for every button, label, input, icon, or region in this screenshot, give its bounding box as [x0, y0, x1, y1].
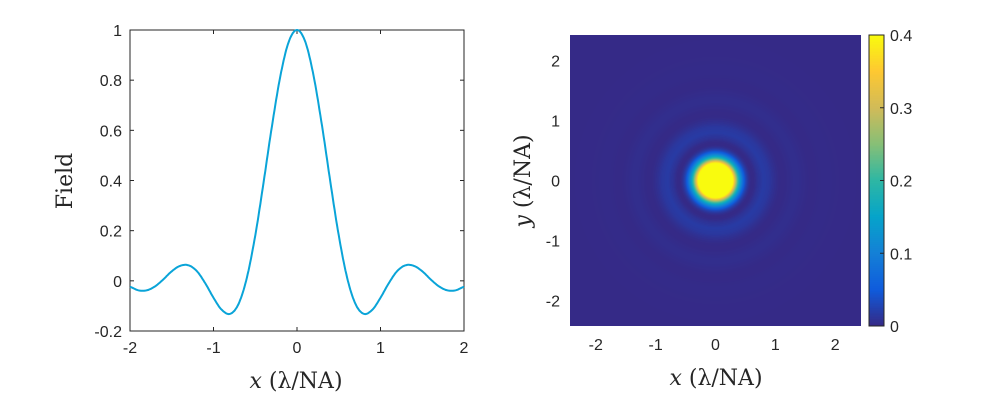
- y-axis-label: y (λ/NA): [511, 134, 536, 228]
- x-axis-label: x (λ/NA): [669, 366, 762, 391]
- colorbar-tick-label: 0.2: [890, 174, 912, 191]
- x-tick-label: -2: [589, 337, 603, 354]
- x-axis-label: x (λ/NA): [249, 369, 342, 394]
- x-tick-label: 1: [376, 340, 385, 357]
- y-tick-label: 2: [551, 54, 560, 71]
- plot-area: [129, 29, 465, 332]
- x-tick-label: 2: [460, 340, 469, 357]
- y-tick-label: 0.2: [100, 224, 122, 241]
- colorbar-tick-label: 0: [890, 319, 899, 336]
- y-tick-label: 1: [551, 114, 560, 131]
- y-tick-label: 0.4: [100, 174, 122, 191]
- y-axis-label: Field: [53, 153, 78, 209]
- field-series-line: [129, 28, 465, 316]
- x-tick-label: -2: [123, 340, 137, 357]
- y-tick-label: -1: [546, 233, 560, 250]
- intensity-heatmap: [570, 35, 861, 326]
- colorbar: [869, 35, 884, 326]
- y-tick-label: 0.8: [100, 73, 122, 90]
- x-tick-label: 0: [293, 340, 302, 357]
- y-tick-label: 0: [551, 174, 560, 191]
- colorbar-tick-label: 0.1: [890, 246, 912, 263]
- x-tick-label: -1: [206, 340, 220, 357]
- x-tick-label: 1: [771, 337, 780, 354]
- x-tick-label: 2: [831, 337, 840, 354]
- colorbar-tick-label: 0.3: [890, 101, 912, 118]
- x-tick-label: 0: [711, 337, 720, 354]
- y-tick-label: -0.2: [94, 324, 122, 341]
- field-line-chart: -2 -1 0 1 2 -0.2 0 0.2 0.4 0.6 0.8 1 x (λ/NA) Field: [53, 23, 469, 394]
- y-tick-label: 0: [113, 274, 122, 291]
- colorbar-tick-label: 0.4: [890, 28, 912, 45]
- y-tick-label: 1: [113, 23, 122, 40]
- y-tick-label: -2: [546, 293, 560, 310]
- x-tick-label: -1: [649, 337, 663, 354]
- y-tick-label: 0.6: [100, 123, 122, 140]
